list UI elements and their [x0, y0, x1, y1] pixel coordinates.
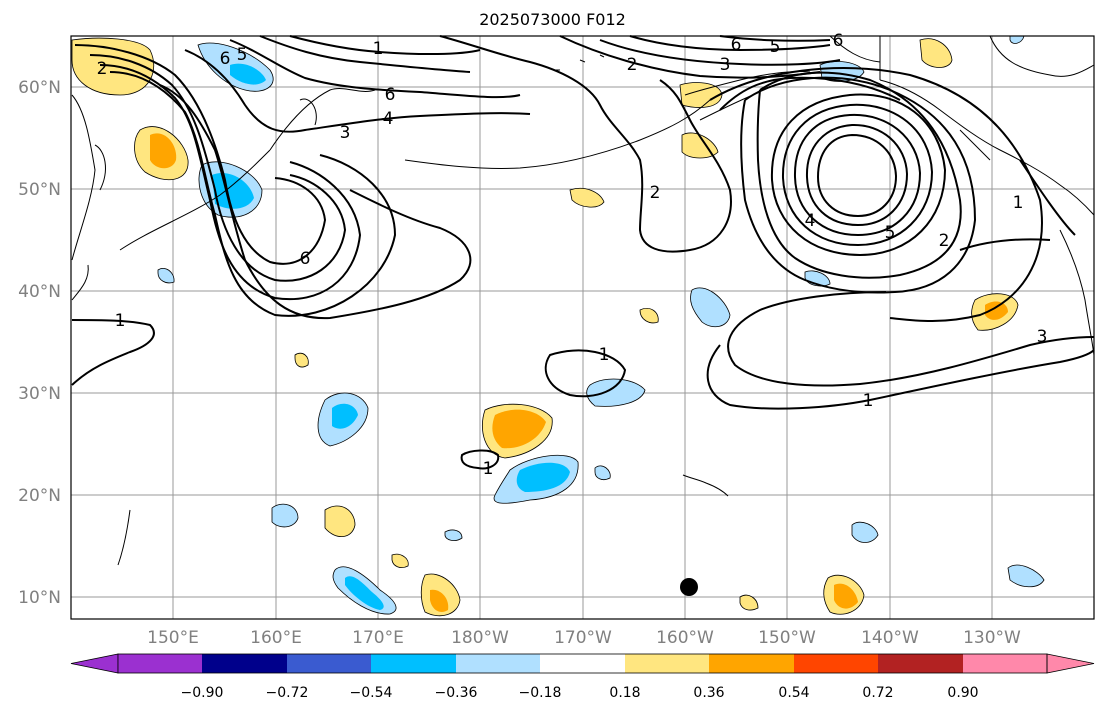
- map-title: 2025073000 F012: [479, 10, 626, 29]
- map-frame: [70, 35, 1095, 620]
- contour-label: 2: [650, 183, 661, 203]
- colorbar-tick: −0.72: [266, 685, 309, 701]
- colorbar-tick: −0.18: [519, 685, 562, 701]
- colorbar-tick: 0.18: [609, 685, 640, 701]
- colorbar-segment: [794, 654, 878, 673]
- lat-label: 60°N: [18, 78, 61, 98]
- colorbar-segment: [202, 654, 287, 673]
- colorbar-tick: 0.36: [693, 685, 724, 701]
- lon-label: 180°W: [451, 628, 509, 648]
- colorbar-extend-low: [70, 653, 119, 674]
- contour-label: 3: [720, 55, 731, 75]
- lon-label: 160°E: [250, 628, 302, 648]
- colorbar-segment: [118, 654, 202, 673]
- contour-label: 6: [385, 85, 396, 105]
- lon-label: 140°W: [861, 628, 919, 648]
- lon-label: 130°W: [963, 628, 1021, 648]
- contour-label: 5: [237, 45, 248, 65]
- contour-label: 1: [599, 345, 610, 365]
- colorbar-tick: 0.54: [778, 685, 809, 701]
- contour-label: 6: [300, 249, 311, 269]
- colorbar-tick: −0.90: [181, 685, 224, 701]
- lon-label: 170°E: [352, 628, 404, 648]
- contour-lines: [71, 35, 1095, 470]
- contour-label: 4: [383, 109, 394, 129]
- contour-label: 3: [340, 123, 351, 143]
- contour-label: 2: [97, 59, 108, 79]
- lon-label: 150°E: [147, 628, 199, 648]
- contour-label: 6: [220, 49, 231, 69]
- colorbar-tick-labels: −0.90 −0.72 −0.54 −0.36 −0.18 0.18 0.36 …: [181, 685, 979, 701]
- lat-label: 30°N: [18, 384, 61, 404]
- lat-label: 10°N: [18, 588, 61, 608]
- colorbar-tick: 0.90: [947, 685, 978, 701]
- shaded-anomalies: [71, 35, 1045, 617]
- contour-label: 4: [805, 211, 816, 231]
- lat-label: 20°N: [18, 486, 61, 506]
- colorbar-segment: [963, 654, 1047, 673]
- colorbar-segment: [456, 654, 540, 673]
- contour-label: 1: [1013, 193, 1024, 213]
- contour-label: 3: [1037, 327, 1048, 347]
- colorbar-tick: −0.54: [350, 685, 393, 701]
- longitude-labels: 150°E 160°E 170°E 180°W 170°W 160°W 150°…: [147, 628, 1021, 648]
- lon-label: 170°W: [554, 628, 612, 648]
- colorbar-tick: 0.72: [862, 685, 893, 701]
- colorbar-segment: [371, 654, 456, 673]
- contour-label: 2: [627, 55, 638, 75]
- colorbar: [70, 653, 1095, 674]
- contour-label: 1: [483, 459, 494, 479]
- colorbar-extend-high: [1046, 653, 1095, 674]
- contour-label: 6: [833, 31, 844, 51]
- lat-label: 50°N: [18, 180, 61, 200]
- lon-label: 150°W: [758, 628, 816, 648]
- location-marker-icon: [680, 578, 698, 596]
- colorbar-segment: [878, 654, 963, 673]
- colorbar-tick: −0.36: [435, 685, 478, 701]
- contour-label: 6: [731, 35, 742, 55]
- contour-label: 2: [939, 231, 950, 251]
- lon-label: 160°W: [656, 628, 714, 648]
- contour-label: 1: [115, 311, 126, 331]
- contour-label: 1: [863, 391, 874, 411]
- contour-label: 5: [770, 37, 781, 57]
- lat-label: 40°N: [18, 282, 61, 302]
- colorbar-segment: [625, 654, 709, 673]
- colorbar-segment: [709, 654, 794, 673]
- contour-label-group: 1 1 1 1 1 1 2 2 2 2 3 3 3 4 4 5 5 5 6 6 …: [97, 31, 1048, 479]
- colorbar-segment: [287, 654, 371, 673]
- colorbar-outline: [117, 653, 1048, 674]
- contour-label: 5: [885, 223, 896, 243]
- colorbar-segment: [540, 654, 625, 673]
- contour-label: 1: [373, 39, 384, 59]
- latitude-labels: 60°N 50°N 40°N 30°N 20°N 10°N: [18, 78, 61, 608]
